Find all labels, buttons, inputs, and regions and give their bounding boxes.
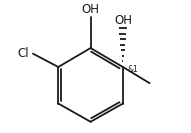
Text: &1: &1 <box>127 65 138 74</box>
Text: OH: OH <box>114 14 132 27</box>
Text: OH: OH <box>82 3 100 16</box>
Text: Cl: Cl <box>17 47 29 60</box>
